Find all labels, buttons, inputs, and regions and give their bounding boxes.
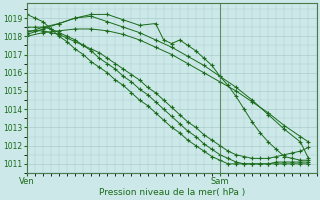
X-axis label: Pression niveau de la mer( hPa ): Pression niveau de la mer( hPa ) — [99, 188, 245, 197]
